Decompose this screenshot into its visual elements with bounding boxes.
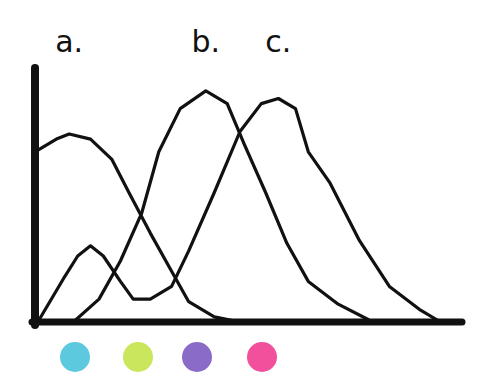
curve xyxy=(39,99,440,323)
swatch xyxy=(182,342,212,372)
curve-label: a. xyxy=(55,24,83,59)
y-axis xyxy=(31,68,39,325)
curve xyxy=(73,91,368,322)
chart: a. b. c. xyxy=(0,0,482,387)
curve xyxy=(35,134,240,322)
curves xyxy=(35,91,441,322)
swatch xyxy=(60,342,90,372)
curve-label: c. xyxy=(265,24,291,59)
curve-label: b. xyxy=(192,24,221,59)
swatch xyxy=(123,342,153,372)
x-axis xyxy=(32,319,462,326)
swatch xyxy=(247,342,277,372)
